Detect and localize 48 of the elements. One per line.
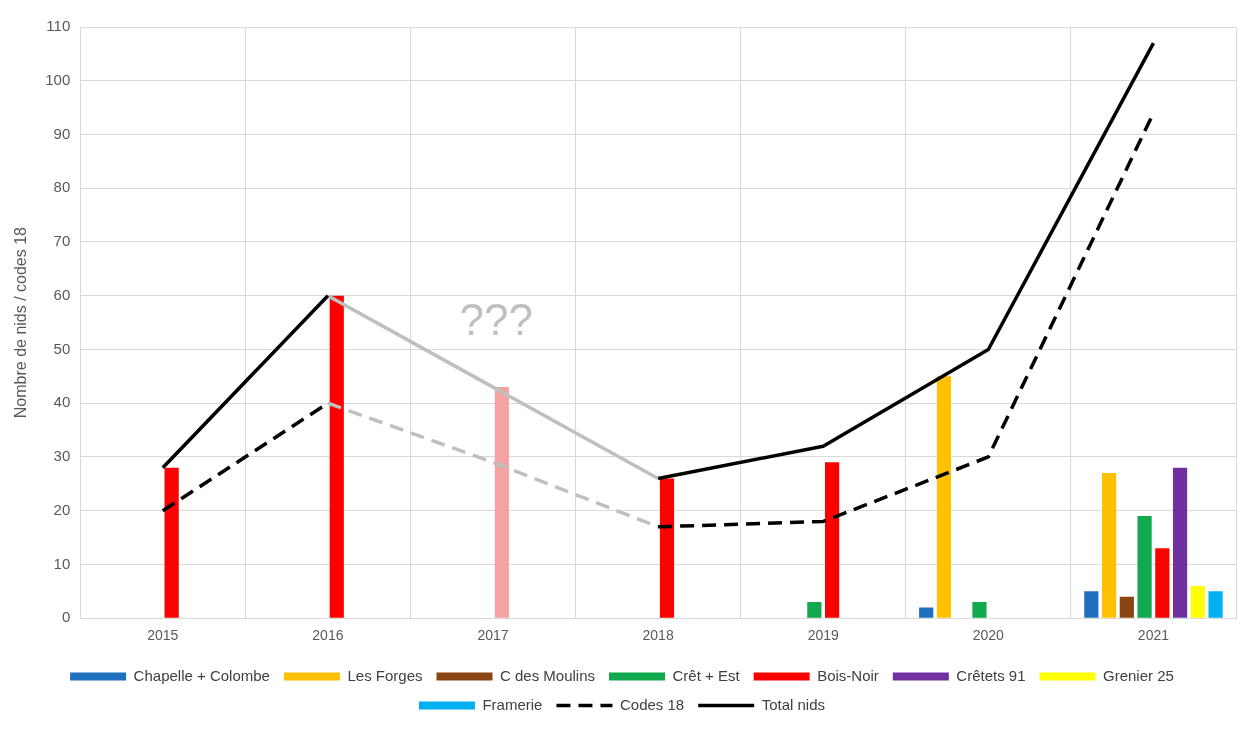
y-tick-label: 90	[53, 124, 71, 142]
legend-label: Grenier 25	[1103, 666, 1174, 684]
legend-label: Les Forges	[347, 666, 423, 684]
x-tick-label: 2021	[1137, 627, 1170, 644]
bar	[1137, 516, 1152, 618]
bar	[1190, 585, 1205, 618]
x-tick-label: 2020	[972, 627, 1005, 644]
legend-label: Crêt + Est	[672, 666, 741, 684]
y-tick-label: 60	[53, 285, 71, 303]
bar	[329, 295, 344, 618]
legend-label: Bois-Noir	[817, 666, 879, 684]
bar	[1208, 591, 1223, 618]
bar	[1155, 548, 1170, 618]
annotation: ???	[459, 294, 534, 344]
legend-label: C des Moulins	[499, 666, 596, 684]
y-tick-label: 70	[53, 232, 71, 250]
bar	[659, 478, 675, 618]
y-tick-label: 100	[45, 70, 71, 88]
y-tick-label: 20	[53, 500, 71, 518]
bar	[936, 376, 952, 618]
bar	[494, 387, 509, 618]
bar	[1084, 591, 1099, 618]
y-axis-title: Nombre de nids / codes 18	[12, 226, 30, 419]
bar	[1101, 473, 1117, 618]
bar	[164, 467, 179, 618]
x-tick-label: 2017	[477, 627, 509, 644]
y-tick-label: 80	[53, 178, 71, 196]
bar	[972, 602, 987, 618]
x-tick-label: 2018	[642, 627, 674, 644]
x-tick-label: 2015	[147, 627, 179, 644]
y-tick-label: 50	[53, 339, 71, 357]
y-tick-label: 30	[53, 447, 71, 465]
bar	[807, 602, 822, 618]
bar	[1172, 467, 1188, 618]
legend-label: Crêtets 91	[956, 666, 1026, 684]
bar	[1119, 596, 1134, 618]
bar	[825, 462, 840, 618]
x-tick-label: 2016	[312, 627, 344, 644]
y-tick-label: 10	[53, 554, 71, 572]
legend-label: Codes 18	[619, 695, 685, 713]
bar	[919, 607, 934, 618]
legend-label: Chapelle + Colombe	[133, 666, 270, 684]
y-tick-label: 110	[46, 17, 71, 35]
legend-label: Total nids	[761, 695, 826, 713]
y-tick-label: 40	[53, 393, 71, 411]
y-tick-label: 0	[61, 608, 71, 626]
x-tick-label: 2019	[807, 627, 839, 644]
legend-label: Framerie	[482, 695, 543, 713]
